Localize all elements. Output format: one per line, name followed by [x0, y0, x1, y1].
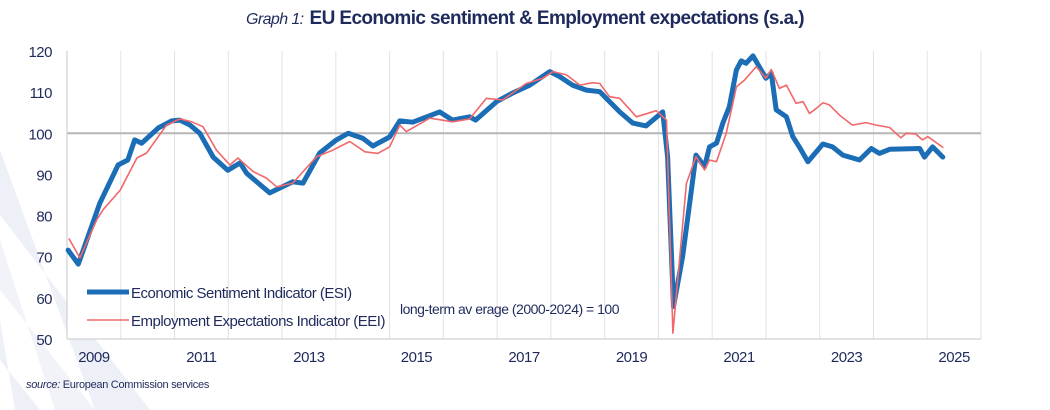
- x-tick-labels: 2009 2011 2013 2015 2017 2019 2021 2023 2025: [78, 349, 970, 366]
- x-tick-label: 2011: [186, 349, 216, 366]
- series-lines: [65, 53, 946, 334]
- x-tick-label: 2019: [616, 349, 648, 366]
- chart-title-main: EU Economic sentiment & Employment expec…: [309, 8, 805, 29]
- reference-line-annotation: long-term av erage (2000-2024) = 100: [400, 301, 620, 317]
- legend-esi-label: Economic Sentiment Indicator (ESI): [131, 285, 352, 302]
- background-stripe: [0, 240, 95, 410]
- x-tick-label: 2009: [78, 349, 110, 366]
- y-tick-label: 110: [30, 85, 53, 102]
- legend-eei-label: Employment Expectations Indicator (EEI): [131, 313, 385, 330]
- gridlines: [120, 51, 982, 339]
- y-tick-label: 70: [36, 250, 52, 267]
- background-stripe: [0, 320, 40, 410]
- legend: Economic Sentiment Indicator (ESI) Emplo…: [87, 285, 386, 330]
- x-tick-label: 2013: [293, 349, 325, 366]
- x-tick-label: 2023: [831, 349, 863, 366]
- y-tick-label: 80: [36, 209, 52, 226]
- x-tick-label: 2017: [508, 349, 540, 366]
- eei-series-line: [68, 65, 944, 334]
- x-tick-label: 2015: [401, 349, 433, 366]
- y-tick-label: 120: [28, 44, 52, 61]
- x-tick-label: 2025: [938, 349, 970, 366]
- y-tick-label: 100: [28, 126, 52, 143]
- y-tick-labels: 50 60 70 80 90 100 110 120: [28, 44, 52, 349]
- y-tick-label: 60: [36, 291, 52, 308]
- y-tick-label: 90: [36, 167, 52, 184]
- esi-series-line: [65, 53, 946, 309]
- chart-title: Graph 1: EU Economic sentiment & Employme…: [0, 8, 1050, 30]
- x-tick-label: 2021: [723, 349, 755, 366]
- source-label: source:: [26, 379, 60, 391]
- source-note: source: European Commission services: [26, 379, 209, 391]
- plot-area: [67, 51, 981, 339]
- source-text: European Commission services: [62, 379, 210, 391]
- chart-title-prefix: Graph 1:: [246, 11, 304, 28]
- y-tick-label: 50: [36, 332, 52, 349]
